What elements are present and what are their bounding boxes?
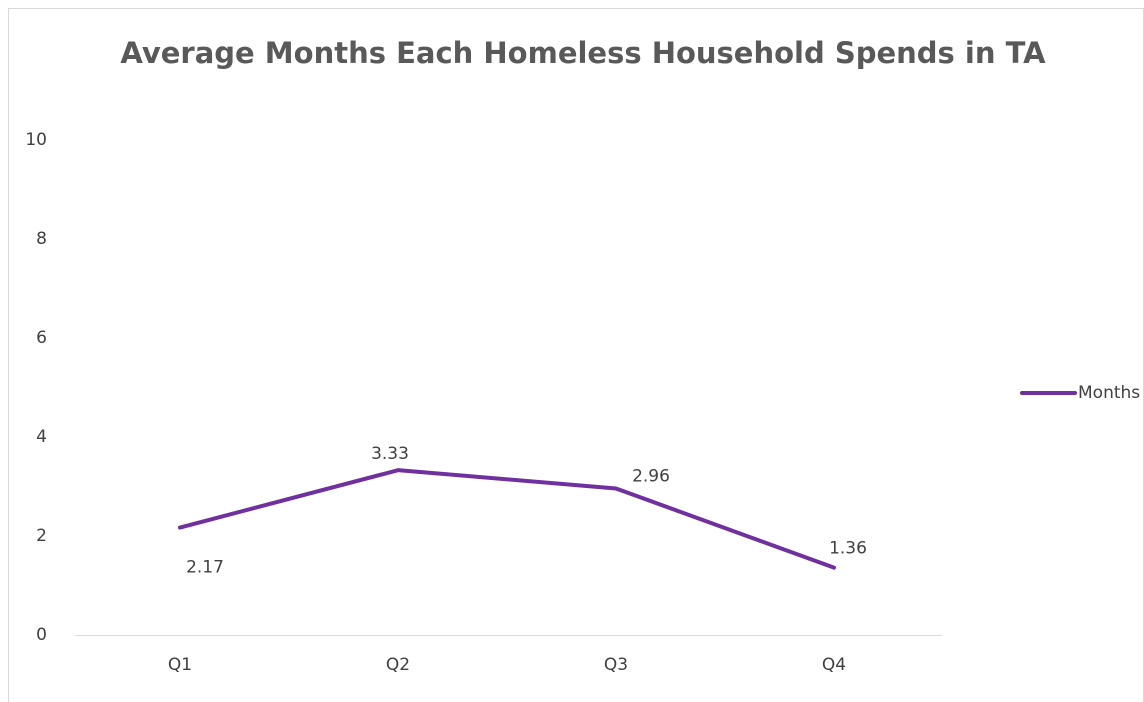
y-tick-label: 6 [36, 328, 47, 348]
series-line [178, 468, 836, 570]
chart-frame [8, 8, 1144, 702]
data-label: 3.33 [371, 444, 409, 464]
y-tick-label: 0 [36, 625, 47, 645]
x-tick-label: Q1 [168, 655, 192, 675]
y-tick-label: 4 [36, 427, 47, 447]
x-tick-label: Q3 [604, 655, 628, 675]
data-label: 2.17 [186, 558, 224, 578]
data-label: 2.96 [632, 466, 670, 486]
x-tick-label: Q2 [386, 655, 410, 675]
legend-label: Months [1078, 383, 1140, 403]
x-tick-label: Q4 [822, 655, 846, 675]
y-tick-label: 8 [36, 229, 47, 249]
chart-title: Average Months Each Homeless Household S… [120, 36, 1046, 70]
y-tick-label: 2 [36, 526, 47, 546]
data-label: 1.36 [829, 539, 867, 559]
y-tick-label: 10 [25, 130, 47, 150]
